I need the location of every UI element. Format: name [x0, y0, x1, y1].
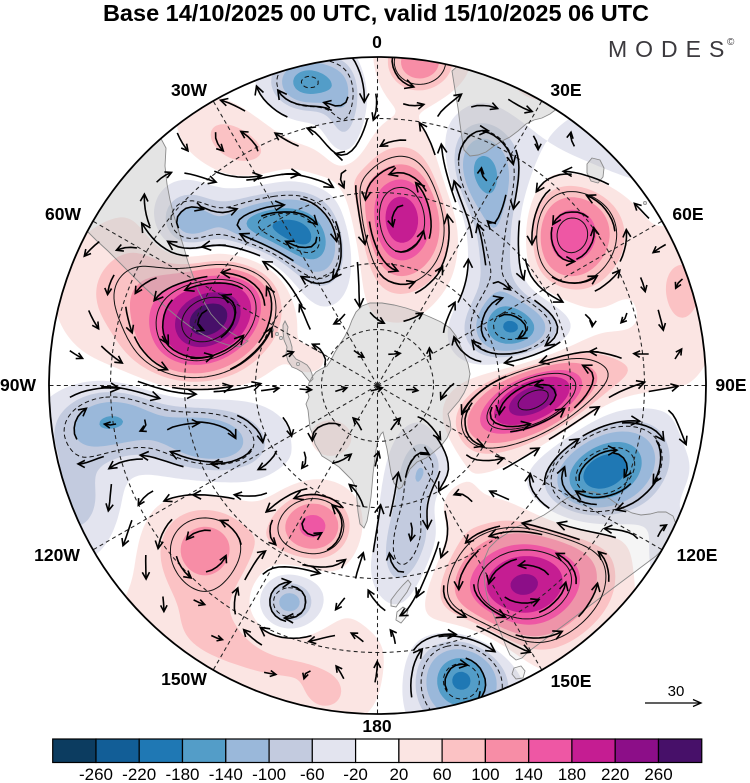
svg-text:60W: 60W	[45, 204, 81, 224]
svg-text:Base 14/10/2025 00 UTC, valid: Base 14/10/2025 00 UTC, valid 15/10/2025…	[103, 0, 649, 26]
svg-text:20: 20	[389, 765, 408, 783]
svg-text:100: 100	[471, 765, 499, 783]
svg-text:©: ©	[727, 37, 735, 48]
svg-text:MODES: MODES	[608, 36, 732, 62]
svg-text:30: 30	[668, 683, 685, 700]
svg-text:140: 140	[515, 765, 543, 783]
svg-text:120W: 120W	[34, 545, 80, 565]
svg-text:-100: -100	[252, 765, 286, 783]
svg-text:90E: 90E	[715, 375, 746, 395]
svg-text:150E: 150E	[551, 671, 592, 691]
svg-text:150W: 150W	[161, 669, 207, 689]
svg-text:60: 60	[433, 765, 452, 783]
svg-text:-20: -20	[343, 765, 368, 783]
svg-text:260: 260	[644, 765, 672, 783]
svg-text:180: 180	[558, 765, 586, 783]
svg-text:-140: -140	[209, 765, 243, 783]
svg-text:180: 180	[362, 716, 391, 736]
svg-text:-260: -260	[79, 765, 113, 783]
svg-text:30E: 30E	[550, 80, 581, 100]
svg-text:0: 0	[372, 32, 382, 52]
svg-text:-220: -220	[122, 765, 156, 783]
svg-text:120E: 120E	[677, 545, 718, 565]
svg-text:-60: -60	[300, 765, 325, 783]
svg-text:30W: 30W	[171, 80, 207, 100]
svg-text:-180: -180	[165, 765, 199, 783]
svg-text:60E: 60E	[672, 204, 703, 224]
svg-text:90W: 90W	[0, 375, 36, 395]
svg-text:220: 220	[601, 765, 629, 783]
